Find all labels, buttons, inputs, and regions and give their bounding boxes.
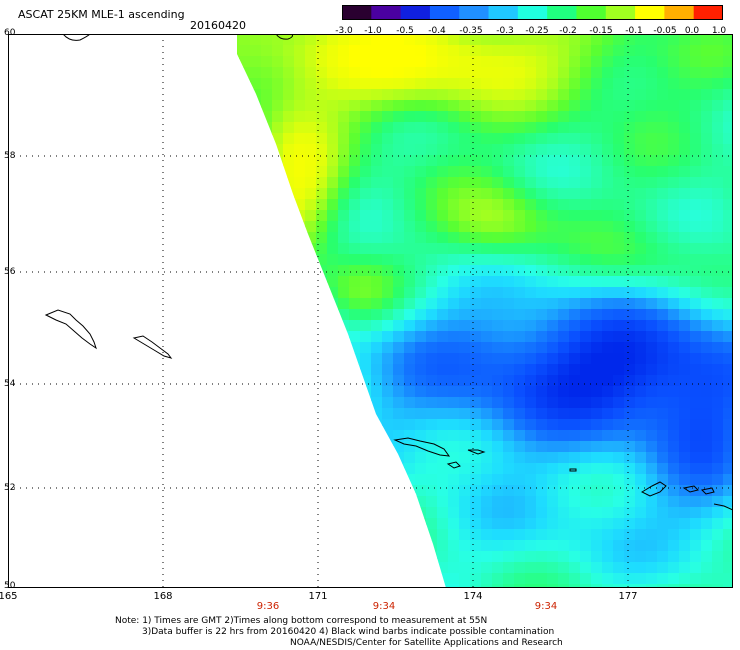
colorbar-label-10: -0.05 (653, 26, 677, 36)
note-line-2: 3)Data buffer is 22 hrs from 20160420 4)… (142, 627, 555, 637)
map-frame (8, 34, 733, 588)
island-outline (62, 34, 91, 41)
island-outline (132, 335, 173, 359)
time-label: 9:34 (534, 601, 558, 612)
island-outline (569, 468, 577, 472)
lon-label-168: 168 (153, 591, 173, 602)
note-line-3: NOAA/NESDIS/Center for Satellite Applica… (290, 638, 563, 648)
lon-label-171: 171 (308, 591, 328, 602)
colorbar-label-0: -3.0 (335, 26, 353, 36)
colorbar-label-4: -0.35 (459, 26, 483, 36)
colorbar-swatch (635, 5, 665, 20)
map-date: 20160420 (190, 19, 246, 32)
colorbar-swatch (459, 5, 490, 20)
lon-label-174: 174 (463, 591, 483, 602)
island-outline (467, 449, 486, 455)
note-line-1: Note: 1) Times are GMT 2)Times along bot… (115, 616, 488, 626)
lat-label-56: 56 (4, 267, 16, 277)
time-label: 9:34 (372, 601, 396, 612)
island-outline (700, 487, 715, 495)
colorbar-swatch (664, 5, 695, 20)
colorbar-swatch (517, 5, 548, 20)
time-label: 9:36 (256, 601, 280, 612)
island-outline (446, 461, 461, 469)
colorbar-label-9: -0.1 (625, 26, 643, 36)
island-outline (640, 481, 667, 497)
colorbar-label-12: 1.0 (711, 26, 727, 36)
colorbar-swatch (576, 5, 607, 20)
map-title: ASCAT 25KM MLE-1 ascending (18, 8, 185, 21)
island-outline (682, 485, 699, 493)
colorbar-swatch (371, 5, 402, 20)
island-outline (44, 309, 97, 350)
colorbar-label-3: -0.4 (428, 26, 446, 36)
colorbar-swatch (693, 5, 723, 20)
colorbar-label-2: -0.5 (396, 26, 414, 36)
colorbar-label-5: -0.3 (496, 26, 514, 36)
lat-label-52: 52 (4, 483, 16, 493)
wind-field-map (8, 34, 733, 588)
lon-label-165: 165 (0, 591, 18, 602)
colorbar-swatch (400, 5, 431, 20)
lon-label-177: 177 (618, 591, 638, 602)
colorbar (342, 5, 723, 20)
colorbar-label-11: 0.0 (684, 26, 700, 36)
island-outline (275, 34, 293, 40)
lat-label-60: 60 (4, 28, 16, 38)
colorbar-swatch (429, 5, 460, 20)
colorbar-label-1: -1.0 (364, 26, 382, 36)
colorbar-label-8: -0.15 (589, 26, 613, 36)
colorbar-swatch (342, 5, 372, 20)
colorbar-label-7: -0.2 (559, 26, 577, 36)
lat-label-50: 50 (4, 581, 16, 591)
colorbar-swatch (488, 5, 519, 20)
island-outline (393, 437, 451, 457)
lat-label-58: 58 (4, 151, 16, 161)
colorbar-label-6: -0.25 (525, 26, 549, 36)
graticule (8, 34, 733, 588)
colorbar-swatch (547, 5, 577, 20)
colorbar-swatch (605, 5, 636, 20)
lat-label-54: 54 (4, 379, 16, 389)
island-outline (713, 503, 733, 511)
